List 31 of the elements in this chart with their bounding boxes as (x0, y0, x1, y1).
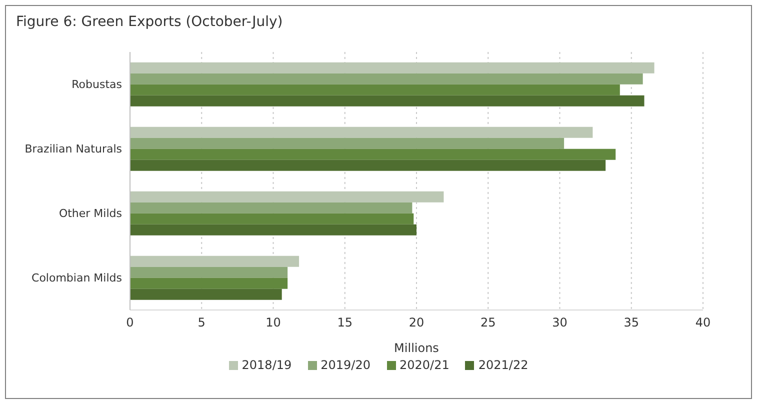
bar (130, 138, 564, 149)
y-tick-label: Other Milds (58, 207, 122, 220)
x-tick-label: 15 (337, 316, 353, 330)
y-tick-label: Colombian Milds (32, 272, 122, 285)
x-tick-label: 5 (198, 316, 206, 330)
bar (130, 95, 644, 106)
x-tick-label: 40 (695, 316, 711, 330)
x-tick-label: 35 (624, 316, 640, 330)
bar (130, 224, 416, 236)
legend-label: 2021/22 (478, 358, 528, 372)
legend-label: 2018/19 (242, 358, 292, 372)
legend-label: 2019/20 (320, 358, 370, 372)
bar (130, 288, 282, 300)
x-tick-label: 25 (480, 316, 496, 330)
x-tick-label: 10 (266, 316, 281, 330)
y-tick-label: Robustas (72, 78, 122, 92)
x-tick-label: 0 (126, 316, 134, 330)
bar (130, 213, 414, 224)
x-tick-label: 20 (408, 316, 424, 330)
bar (130, 202, 412, 214)
bar (130, 160, 606, 171)
bar (130, 84, 620, 96)
chart-title: Figure 6: Green Exports (October-July) (16, 14, 283, 30)
x-tick-label: 30 (552, 316, 568, 330)
bar (130, 148, 616, 160)
y-tick-label: Brazilian Naturals (24, 142, 122, 156)
legend-label: 2020/21 (400, 358, 450, 372)
bar (130, 278, 288, 289)
bar (130, 73, 643, 84)
bar (130, 266, 288, 278)
x-axis-title: Millions (394, 341, 439, 355)
